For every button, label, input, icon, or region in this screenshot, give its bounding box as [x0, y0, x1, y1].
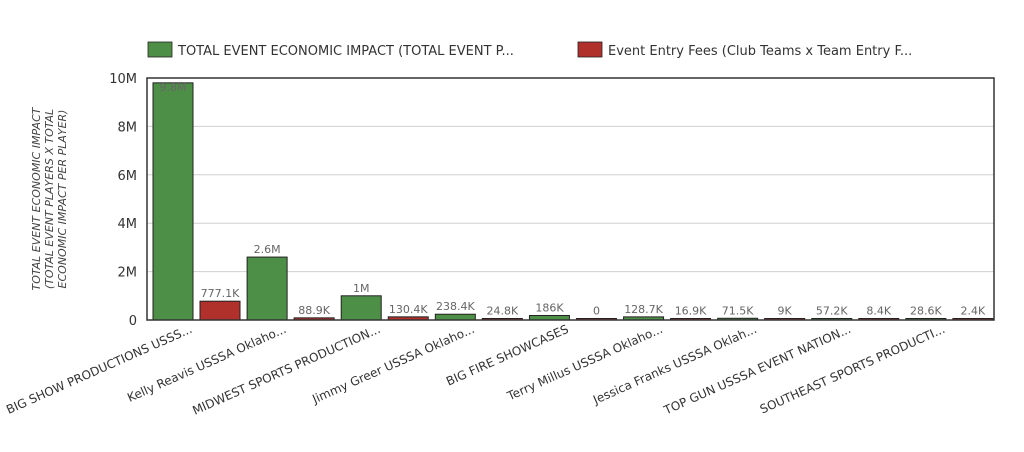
bar-economic-impact [152, 82, 194, 321]
y-tick-label: 10M [109, 72, 137, 87]
y-axis-label-line: TOTAL EVENT ECONOMIC IMPACT [30, 106, 43, 290]
data-label: 186K [535, 301, 564, 314]
data-label: 9.8M [160, 81, 187, 94]
bar-economic-impact [434, 313, 476, 321]
y-axis-label: TOTAL EVENT ECONOMIC IMPACT (TOTAL EVENT … [30, 106, 69, 290]
legend-swatch [147, 41, 173, 58]
y-tick-label: 4M [118, 217, 138, 232]
x-category-label: Terry Millus USSSA Oklaho... [504, 322, 664, 404]
y-axis-label-line: (TOTAL EVENT PLAYERS X TOTAL [43, 109, 56, 289]
x-axis-ticks: BIG SHOW PRODUCTIONS USSS...Kelly Reavis… [4, 322, 947, 418]
data-label: 88.9K [298, 304, 330, 317]
data-label: 24.8K [486, 305, 518, 318]
data-label: 130.4K [389, 303, 428, 316]
x-category-label: MIDWEST SPORTS PRODUCTION... [190, 322, 382, 418]
data-labels: 9.8M 777.1K 2.6M 88.9K 1M 130.4K 238.4K 24.8K 18… [160, 81, 987, 318]
legend-label: Event Entry Fees (Club Teams x Team Entr… [608, 44, 912, 59]
y-tick-label: 8M [118, 120, 138, 135]
legend: TOTAL EVENT ECONOMIC IMPACT (TOTAL EVENT… [147, 41, 912, 59]
data-label: 71.5K [722, 304, 754, 317]
legend-item[interactable]: Event Entry Fees (Club Teams x Team Entr… [577, 41, 912, 59]
plot-frame [146, 77, 995, 321]
x-category-label: Kelly Reavis USSSA Oklaho... [125, 322, 288, 405]
y-axis-label-line: ECONOMIC IMPACT PER PLAYER) [56, 110, 69, 289]
y-tick-label: 0 [129, 314, 137, 329]
data-label: 57.2K [816, 305, 848, 318]
x-category-label: Jimmy Greer USSSA Oklaho... [309, 322, 476, 407]
bar-entry-fees [199, 300, 241, 321]
bar-economic-impact [246, 256, 288, 321]
y-axis-ticks: 0 2M 4M 6M 8M 10M [109, 72, 137, 329]
data-label: 0 [593, 305, 600, 318]
data-label: 128.7K [624, 303, 663, 316]
x-category-label: SOUTHEAST SPORTS PRODUCTI... [758, 322, 947, 417]
data-label: 9K [778, 305, 793, 318]
data-label: 1M [353, 282, 370, 295]
data-label: 2.6M [254, 243, 281, 256]
bar-economic-impact [340, 295, 382, 321]
legend-item[interactable]: TOTAL EVENT ECONOMIC IMPACT (TOTAL EVENT… [147, 41, 514, 59]
data-label: 8.4K [866, 305, 891, 318]
data-label: 16.9K [675, 305, 707, 318]
y-tick-label: 6M [118, 169, 138, 184]
legend-label: TOTAL EVENT ECONOMIC IMPACT (TOTAL EVENT… [177, 44, 514, 59]
y-tick-label: 2M [118, 266, 138, 281]
x-category-label: Jessica Franks USSSA Oklah... [590, 322, 759, 407]
x-category-label: BIG SHOW PRODUCTIONS USSS... [4, 322, 194, 417]
data-label: 777.1K [201, 287, 240, 300]
bars [152, 82, 994, 321]
data-label: 238.4K [436, 300, 475, 313]
data-label: 2.4K [961, 305, 986, 318]
legend-swatch [577, 41, 603, 58]
data-label: 28.6K [910, 305, 942, 318]
